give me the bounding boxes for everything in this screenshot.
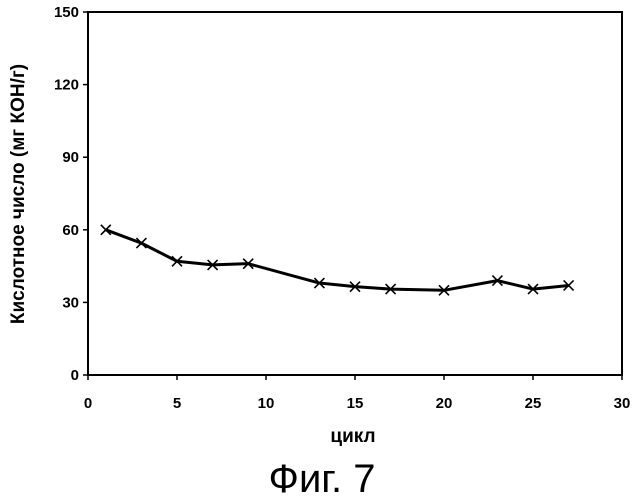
- x-axis-ticks: 0 5 10 15 20 25 30: [84, 375, 631, 412]
- plot-frame: [88, 12, 622, 375]
- y-tick-label: 90: [62, 149, 79, 166]
- x-tick-label: 10: [258, 395, 275, 412]
- x-axis-label: цикл: [330, 426, 375, 447]
- x-tick-label: 20: [436, 395, 453, 412]
- y-tick-label: 30: [62, 294, 79, 311]
- x-tick-label: 0: [84, 395, 92, 412]
- x-tick-label: 30: [614, 395, 631, 412]
- x-tick-label: 15: [347, 395, 364, 412]
- y-axis-ticks: 0 30 60 90 120 150: [54, 4, 88, 384]
- y-tick-label: 150: [54, 4, 79, 21]
- series-layer: [101, 225, 574, 295]
- y-tick-label: 120: [54, 77, 79, 94]
- y-axis-label: Кислотное число (мг КОН/г): [8, 64, 29, 324]
- plot-area: [88, 12, 622, 375]
- x-tick-label: 5: [173, 395, 181, 412]
- x-tick-label: 25: [525, 395, 542, 412]
- y-tick-label: 0: [71, 367, 79, 384]
- y-tick-label: 60: [62, 222, 79, 239]
- figure-caption: Фиг. 7: [269, 457, 376, 500]
